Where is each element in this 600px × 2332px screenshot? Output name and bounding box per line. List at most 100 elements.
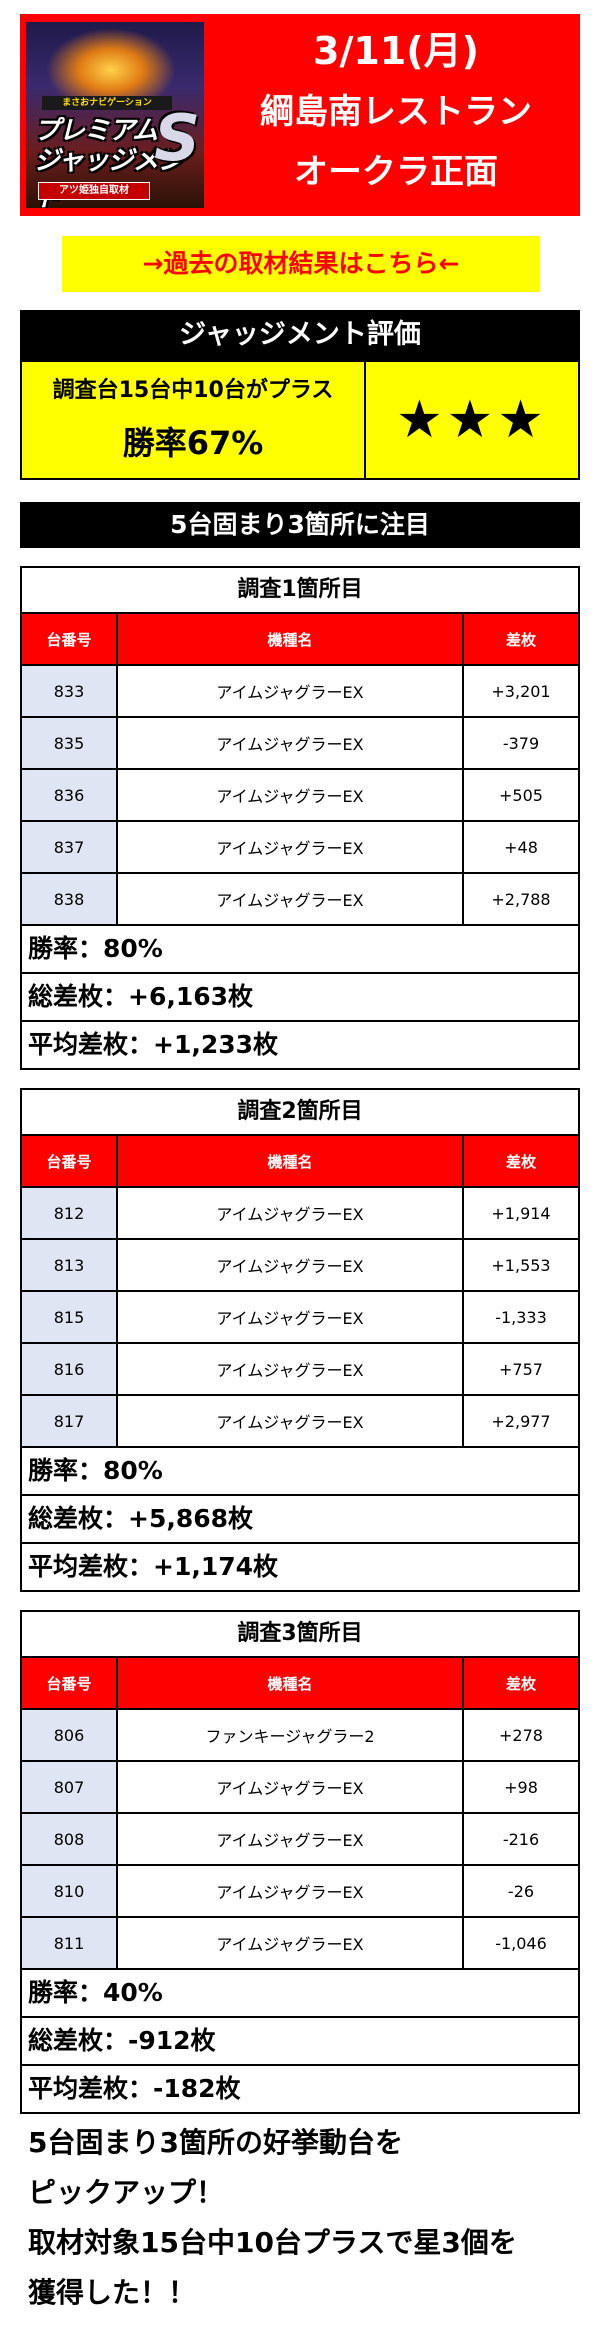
machine-number: 816 — [22, 1344, 118, 1394]
store-name-line-1: 綱島南レストラン — [260, 92, 532, 132]
past-results-link[interactable]: →過去の取材結果はこちら← — [62, 236, 540, 292]
logo-line-2: ジャッジメント — [34, 146, 184, 208]
machine-model: アイムジャグラーEX — [118, 718, 464, 768]
survey-title: 調査3箇所目 — [22, 1612, 578, 1658]
header-diff: 差枚 — [505, 1152, 536, 1171]
logo-line-1: プレミアム — [34, 116, 158, 146]
survey-win-rate: 勝率：80% — [22, 926, 578, 974]
event-date: 3/11(月) — [313, 29, 479, 73]
machine-number: 815 — [22, 1292, 118, 1342]
table-row: 837 アイムジャグラーEX +48 — [22, 822, 578, 874]
machine-number: 837 — [22, 822, 118, 872]
survey-total-diff: 総差枚：-912枚 — [22, 2018, 578, 2066]
table-row: 838 アイムジャグラーEX +2,788 — [22, 874, 578, 926]
coin-diff: -26 — [507, 1881, 535, 1901]
coin-diff: -1,046 — [495, 1933, 547, 1953]
survey-average-diff: 平均差枚：+1,174枚 — [28, 1552, 279, 1581]
table-header-row: 台番号 機種名 差枚 — [22, 1658, 578, 1710]
table-row: 811 アイムジャグラーEX -1,046 — [22, 1918, 578, 1970]
table-row: 807 アイムジャグラーEX +98 — [22, 1762, 578, 1814]
coin-diff: +505 — [499, 785, 543, 805]
store-name-line-2: オークラ正面 — [294, 152, 498, 192]
coin-diff: +1,914 — [491, 1203, 551, 1223]
logo-s-badge: S — [154, 102, 201, 176]
machine-model: アイムジャグラーEX — [118, 822, 464, 872]
machine-model: アイムジャグラーEX — [118, 1814, 464, 1864]
table-row: 806 ファンキージャグラー2 +278 — [22, 1710, 578, 1762]
machine-model: アイムジャグラーEX — [118, 1292, 464, 1342]
survey-title: 調査2箇所目 — [22, 1090, 578, 1136]
table-row: 817 アイムジャグラーEX +2,977 — [22, 1396, 578, 1448]
table-row: 812 アイムジャグラーEX +1,914 — [22, 1188, 578, 1240]
table-row: 813 アイムジャグラーEX +1,553 — [22, 1240, 578, 1292]
machine-number: 807 — [22, 1762, 118, 1812]
table-row: 835 アイムジャグラーEX -379 — [22, 718, 578, 770]
table-header-row: 台番号 機種名 差枚 — [22, 614, 578, 666]
coin-diff: +278 — [499, 1725, 543, 1745]
survey-block-3: 調査3箇所目 台番号 機種名 差枚 806 ファンキージャグラー2 +278 8… — [20, 1610, 580, 2114]
machine-number: 810 — [22, 1866, 118, 1916]
machine-number: 838 — [22, 874, 118, 924]
table-row: 810 アイムジャグラーEX -26 — [22, 1866, 578, 1918]
machine-model: アイムジャグラーEX — [118, 1918, 464, 1968]
table-header-row: 台番号 機種名 差枚 — [22, 1136, 578, 1188]
machine-number: 812 — [22, 1188, 118, 1238]
focus-banner: 5台固まり3箇所に注目 — [20, 502, 580, 548]
machine-number: 808 — [22, 1814, 118, 1864]
table-row: 808 アイムジャグラーEX -216 — [22, 1814, 578, 1866]
evaluation-summary: 調査台15台中10台がプラス — [52, 378, 334, 403]
machine-model: アイムジャグラーEX — [118, 770, 464, 820]
star-rating: ★★★ — [366, 360, 580, 480]
machine-model: アイムジャグラーEX — [118, 874, 464, 924]
summary-line-1: 5台固まり3箇所の好挙動台を — [28, 2126, 403, 2159]
survey-title: 調査1箇所目 — [22, 568, 578, 614]
survey-block-2: 調査2箇所目 台番号 機種名 差枚 812 アイムジャグラーEX +1,914 … — [20, 1088, 580, 1592]
header-number: 台番号 — [22, 614, 118, 664]
machine-number: 817 — [22, 1396, 118, 1446]
machine-model: アイムジャグラーEX — [118, 666, 464, 716]
machine-model: アイムジャグラーEX — [118, 1344, 464, 1394]
header-diff: 差枚 — [505, 630, 536, 649]
evaluation-summary-panel: 調査台15台中10台がプラス 勝率67% — [20, 360, 366, 480]
survey-total-diff: 総差枚：+6,163枚 — [22, 974, 578, 1022]
machine-model: ファンキージャグラー2 — [118, 1710, 464, 1760]
table-row: 815 アイムジャグラーEX -1,333 — [22, 1292, 578, 1344]
survey-win-rate: 勝率：80% — [22, 1448, 578, 1496]
logo-tag: アツ姫独自取材 — [38, 182, 150, 200]
survey-average-diff: 平均差枚：-182枚 — [28, 2074, 241, 2103]
coin-diff: -379 — [502, 733, 540, 753]
coin-diff: +48 — [504, 837, 538, 857]
table-row: 816 アイムジャグラーEX +757 — [22, 1344, 578, 1396]
machine-number: 833 — [22, 666, 118, 716]
machine-model: アイムジャグラーEX — [118, 1188, 464, 1238]
summary-line-4: 獲得した！！ — [28, 2276, 197, 2309]
table-row: 836 アイムジャグラーEX +505 — [22, 770, 578, 822]
header-number: 台番号 — [22, 1658, 118, 1708]
machine-number: 835 — [22, 718, 118, 768]
premium-judgment-logo: まさおナビゲーション プレミアム ジャッジメント S アツ姫独自取材 — [26, 22, 204, 208]
machine-model: アイムジャグラーEX — [118, 1866, 464, 1916]
evaluation-title: ジャッジメント評価 — [20, 310, 580, 360]
logo-subtitle: まさおナビゲーション — [42, 96, 172, 110]
judgment-evaluation: ジャッジメント評価 調査台15台中10台がプラス 勝率67% ★★★ — [20, 310, 580, 480]
survey-total-diff: 総差枚：+5,868枚 — [22, 1496, 578, 1544]
machine-number: 806 — [22, 1710, 118, 1760]
coin-diff: -216 — [502, 1829, 540, 1849]
coin-diff: +98 — [504, 1777, 538, 1797]
machine-number: 836 — [22, 770, 118, 820]
table-row: 833 アイムジャグラーEX +3,201 — [22, 666, 578, 718]
summary-text: 5台固まり3箇所の好挙動台を ピックアップ！ 取材対象15台中10台プラスで星3… — [28, 2118, 588, 2318]
header-model: 機種名 — [118, 1658, 464, 1708]
survey-win-rate: 勝率：40% — [22, 1970, 578, 2018]
coin-diff: +1,553 — [491, 1255, 551, 1275]
header-model: 機種名 — [118, 614, 464, 664]
evaluation-win-rate: 勝率67% — [122, 424, 264, 462]
survey-block-1: 調査1箇所目 台番号 機種名 差枚 833 アイムジャグラーEX +3,201 … — [20, 566, 580, 1070]
machine-model: アイムジャグラーEX — [118, 1240, 464, 1290]
survey-average-diff: 平均差枚：+1,233枚 — [28, 1030, 279, 1059]
header-model: 機種名 — [118, 1136, 464, 1186]
summary-line-3: 取材対象15台中10台プラスで星3個を — [28, 2226, 517, 2259]
coin-diff: +2,977 — [491, 1411, 551, 1431]
coin-diff: +757 — [499, 1359, 543, 1379]
header-number: 台番号 — [22, 1136, 118, 1186]
